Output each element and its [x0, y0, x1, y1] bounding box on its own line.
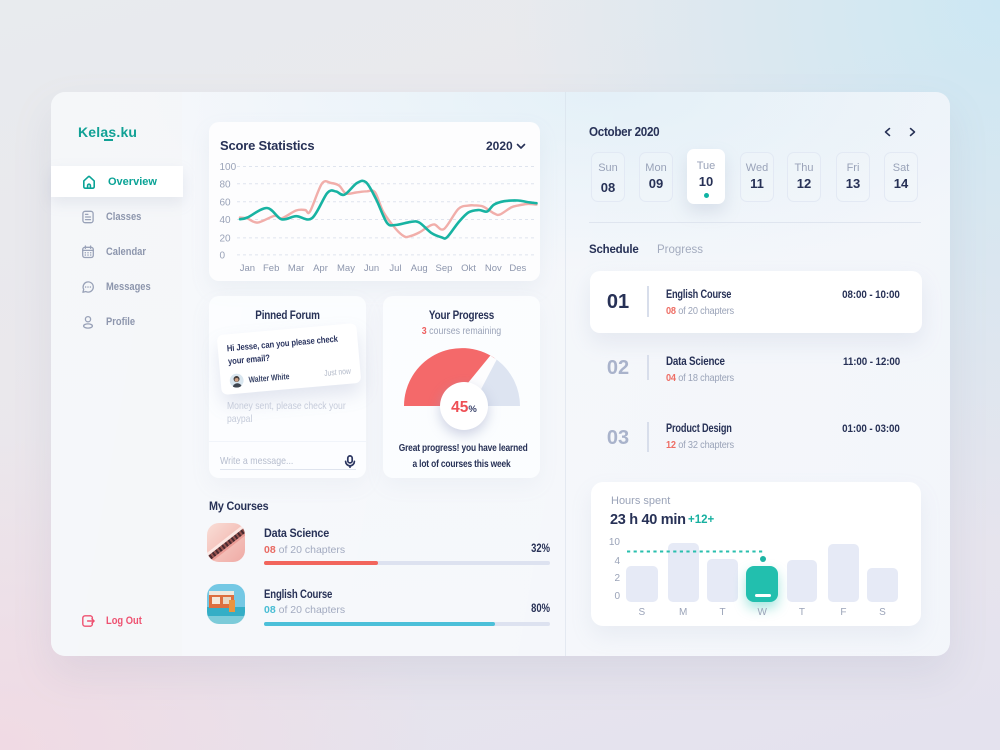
svg-text:100: 100 [220, 162, 237, 173]
svg-text:May: May [337, 263, 355, 274]
svg-text:Des: Des [509, 263, 526, 274]
svg-text:20: 20 [220, 233, 232, 244]
svg-text:Okt: Okt [461, 263, 476, 274]
svg-text:Sep: Sep [436, 263, 453, 274]
svg-text:Feb: Feb [263, 263, 279, 274]
svg-text:80: 80 [220, 179, 232, 190]
svg-text:Apr: Apr [313, 263, 328, 274]
svg-text:Jul: Jul [389, 263, 401, 274]
svg-text:Nov: Nov [485, 263, 502, 274]
svg-text:60: 60 [220, 197, 232, 208]
svg-text:Jun: Jun [364, 263, 379, 274]
svg-text:Aug: Aug [411, 263, 428, 274]
svg-text:Mar: Mar [288, 263, 304, 274]
svg-text:0: 0 [220, 250, 226, 261]
svg-text:Jan: Jan [240, 263, 255, 274]
svg-text:40: 40 [220, 215, 232, 226]
